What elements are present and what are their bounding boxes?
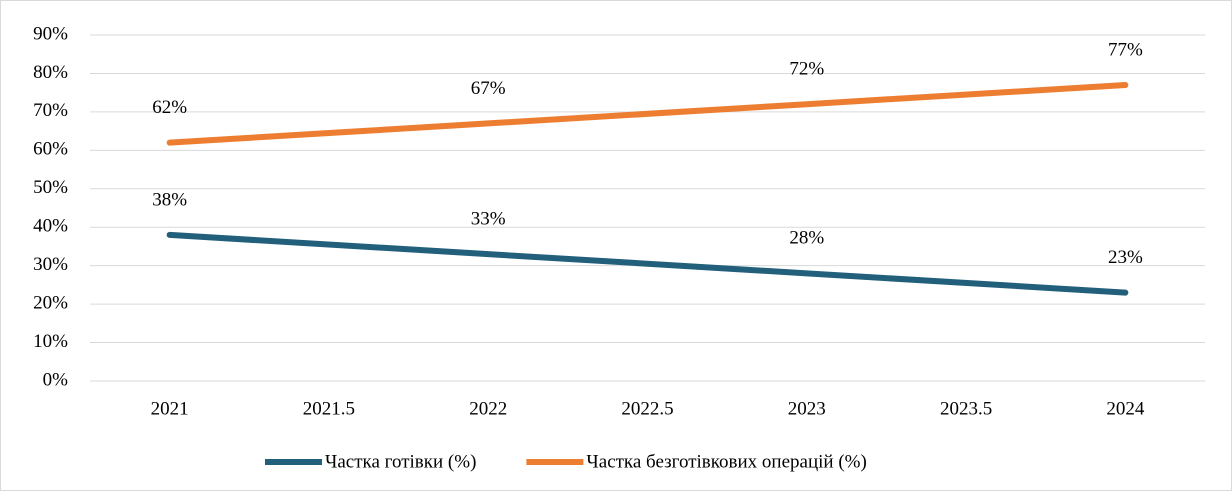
x-tick-label: 2023.5 (940, 398, 992, 419)
data-label: 62% (152, 97, 187, 118)
y-tick-label: 30% (33, 254, 68, 275)
x-tick-label: 2022.5 (621, 398, 673, 419)
series-line (166, 81, 1129, 146)
x-tick-label: 2021.5 (303, 398, 355, 419)
y-tick-label: 70% (33, 100, 68, 121)
y-tick-label: 10% (33, 331, 68, 352)
data-label: 23% (1108, 247, 1143, 268)
y-tick-label: 80% (33, 62, 68, 83)
y-tick-label: 40% (33, 216, 68, 237)
x-tick-label: 2023 (788, 398, 826, 419)
data-label: 77% (1108, 39, 1143, 60)
data-label: 38% (152, 189, 187, 210)
y-tick-label: 50% (33, 177, 68, 198)
y-tick-label: 60% (33, 139, 68, 160)
y-tick-label: 90% (33, 23, 68, 44)
data-label: 67% (471, 78, 506, 99)
legend-label: Частка безготівкових операцій (%) (586, 451, 866, 472)
series-line (166, 231, 1129, 296)
y-tick-label: 0% (43, 369, 69, 390)
y-tick-label: 20% (33, 292, 68, 313)
x-tick-label: 2022 (469, 398, 507, 419)
x-tick-label: 2024 (1106, 398, 1145, 419)
legend-label: Частка готівки (%) (325, 451, 476, 472)
x-tick-label: 2021 (151, 398, 189, 419)
data-label: 28% (789, 228, 824, 249)
data-label: 33% (471, 208, 506, 229)
data-label: 72% (789, 59, 824, 80)
